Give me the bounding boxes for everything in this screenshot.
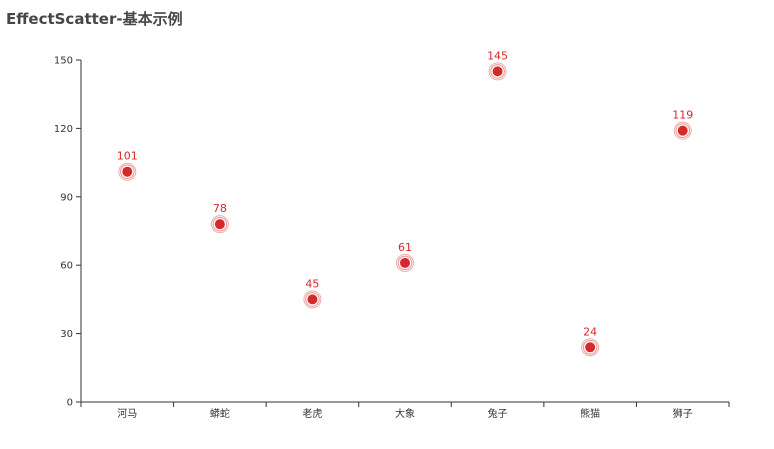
x-tick-label: 老虎 [302, 407, 322, 420]
y-tick-label: 0 [67, 398, 73, 409]
ripple-ring-outer [673, 121, 692, 140]
x-tick-label: 大象 [395, 407, 415, 420]
y-tick-label: 90 [60, 192, 73, 203]
ripple-ring-inner [119, 164, 135, 180]
ripple-ring-inner [397, 255, 413, 271]
scatter-point-group: 101 [117, 150, 138, 181]
scatter-point-group: 145 [487, 49, 508, 81]
scatter-points: 101 78 45 61 145 24 119 [117, 49, 693, 357]
scatter-point-group: 61 [396, 241, 414, 272]
y-tick-label: 60 [60, 261, 73, 272]
ripple-ring-outer [581, 338, 600, 357]
x-tick-label: 狮子 [673, 407, 693, 420]
axes: 0 30 60 90 120 150 河马 蟒蛇 老虎 大象 兔子 熊猫 狮子 [54, 56, 730, 420]
ripple-ring-inner [212, 216, 228, 232]
y-tick-label: 150 [54, 56, 73, 67]
ripple-ring-outer [303, 290, 322, 309]
point-value-label: 119 [672, 109, 693, 122]
point-value-label: 45 [305, 277, 319, 290]
scatter-point [122, 166, 133, 177]
scatter-point [214, 219, 225, 230]
ripple-ring-outer [210, 215, 229, 234]
ripple-ring-inner [490, 64, 505, 79]
ripple-ring-outer [396, 253, 414, 272]
x-tick-label: 河马 [117, 408, 137, 420]
y-tick-label: 120 [54, 124, 73, 135]
x-tick-label: 熊猫 [580, 407, 600, 420]
ripple-ring-inner [675, 123, 691, 138]
x-tick-label: 蟒蛇 [210, 407, 230, 420]
scatter-point [307, 294, 318, 305]
scatter-point-group: 45 [303, 277, 322, 309]
ripple-ring-inner [582, 339, 598, 355]
scatter-point [400, 257, 410, 268]
x-tick-label: 兔子 [488, 407, 508, 420]
point-value-label: 24 [583, 325, 597, 338]
scatter-point-group: 78 [210, 202, 229, 234]
point-value-label: 101 [117, 150, 138, 163]
y-tick-label: 30 [60, 329, 73, 340]
scatter-point [677, 125, 688, 136]
point-value-label: 145 [487, 49, 508, 62]
chart-title: EffectScatter-基本示例 [6, 10, 183, 28]
point-value-label: 61 [398, 241, 412, 254]
ripple-ring-inner [305, 292, 320, 307]
ripple-ring-outer [118, 162, 137, 181]
ripple-ring-outer [488, 62, 507, 81]
scatter-point [585, 342, 596, 353]
scatter-point [492, 66, 503, 77]
scatter-point-group: 119 [672, 109, 693, 140]
scatter-point-group: 24 [581, 325, 600, 357]
point-value-label: 78 [213, 202, 227, 215]
